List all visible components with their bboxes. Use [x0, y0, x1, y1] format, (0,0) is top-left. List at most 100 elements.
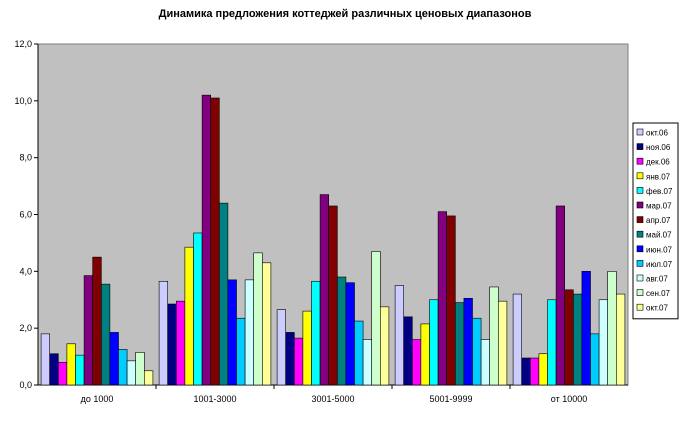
legend-swatch	[636, 303, 644, 311]
bar	[564, 289, 574, 386]
legend-swatch	[636, 187, 644, 194]
bar	[227, 279, 237, 386]
bar	[75, 354, 85, 386]
legend-label: авг.07	[646, 275, 668, 284]
bar	[219, 202, 229, 386]
y-tick-label: 6,0	[19, 210, 32, 220]
legend-label: июл.07	[646, 260, 673, 269]
legend-swatch	[636, 143, 644, 150]
legend-label: окт.06	[646, 129, 668, 138]
bar	[118, 349, 128, 386]
bar	[354, 320, 364, 386]
bar	[135, 352, 145, 386]
bar	[302, 310, 312, 386]
bar	[244, 279, 255, 386]
x-tick-label: до 1000	[81, 394, 114, 404]
bar	[379, 306, 390, 386]
bar	[480, 339, 491, 386]
bar	[49, 353, 59, 386]
bar	[420, 323, 430, 386]
bar	[497, 300, 508, 386]
bar	[581, 271, 591, 386]
bar	[328, 205, 338, 386]
legend-swatch	[636, 274, 644, 282]
bar	[615, 293, 626, 386]
bar	[176, 300, 186, 386]
legend-swatch	[636, 172, 644, 180]
x-tick-label: 3001-5000	[311, 394, 354, 404]
legend-swatch	[636, 245, 644, 253]
bar	[201, 94, 212, 386]
bar	[210, 97, 220, 386]
legend-label: мар.07	[646, 202, 672, 211]
bar	[144, 370, 154, 386]
bar	[394, 285, 405, 386]
bar	[66, 343, 76, 386]
legend-label: май.07	[646, 231, 672, 240]
bar	[403, 316, 413, 386]
bar	[446, 215, 456, 386]
bar	[371, 251, 381, 386]
bar	[590, 333, 600, 386]
y-tick-label: 8,0	[19, 153, 32, 163]
bar	[489, 286, 499, 386]
legend-swatch	[636, 289, 644, 296]
bar	[311, 280, 321, 386]
bar	[253, 252, 263, 386]
y-tick-label: 10,0	[14, 96, 32, 106]
bar	[345, 282, 355, 386]
bar	[512, 293, 522, 386]
legend-swatch	[636, 157, 644, 165]
bar	[261, 262, 272, 386]
bar	[184, 246, 194, 386]
bar	[463, 298, 473, 386]
bar	[411, 339, 422, 386]
bar	[472, 317, 482, 386]
legend-label: янв.07	[646, 172, 671, 181]
bar	[109, 332, 119, 386]
bar	[40, 333, 50, 386]
bar	[126, 360, 136, 386]
bar	[167, 303, 177, 386]
legend-swatch	[636, 216, 644, 223]
bar	[437, 211, 448, 386]
bar	[529, 357, 540, 386]
bar	[572, 293, 583, 386]
bar	[293, 337, 304, 386]
bar	[193, 232, 203, 386]
legend-swatch	[636, 230, 644, 238]
bar	[285, 332, 295, 386]
bar	[92, 256, 102, 386]
plot-area: 0,0 2,0 4,0 6,0 8,0 10,0 12,0 до 1000 1001-3000 3…	[14, 39, 629, 404]
y-tick-label: 12,0	[14, 39, 32, 49]
bar	[276, 309, 287, 386]
legend-label: сен.07	[646, 289, 671, 298]
bar	[57, 361, 68, 386]
bar	[319, 194, 330, 386]
bar	[538, 353, 548, 386]
x-tick-label: от 10000	[551, 394, 587, 404]
legend-label: июн.07	[646, 245, 673, 254]
bar	[336, 276, 347, 386]
bar	[555, 205, 565, 386]
bar	[101, 283, 111, 386]
bar	[454, 302, 465, 386]
bar	[429, 299, 439, 386]
legend-swatch	[636, 260, 644, 267]
bar	[158, 280, 169, 386]
legend-label: фев.07	[646, 187, 673, 196]
bar	[598, 299, 608, 386]
x-tick-label: 1001-3000	[193, 394, 236, 404]
y-tick-label: 4,0	[19, 266, 32, 276]
legend-swatch	[636, 128, 644, 136]
bar	[236, 317, 246, 386]
bar	[521, 357, 531, 386]
legend-label: окт.07	[646, 304, 668, 313]
legend: окт.06 ноя.06 дек.06 янв.07 фев.07 мар.07 апр.…	[632, 122, 679, 320]
legend-label: дек.06	[646, 158, 670, 167]
legend-label: ноя.06	[646, 143, 671, 152]
bar	[607, 271, 617, 386]
bar	[362, 339, 373, 386]
